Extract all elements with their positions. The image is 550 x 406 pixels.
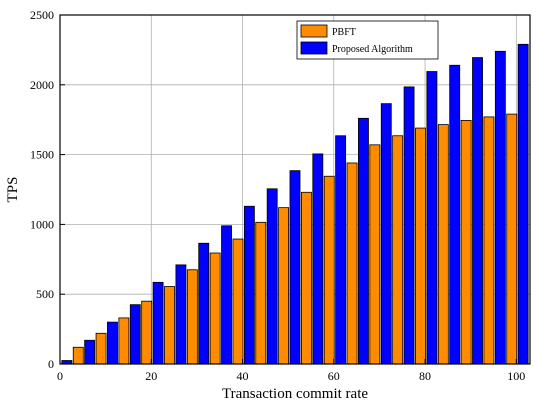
bar-proposed: [107, 321, 118, 365]
bar-pbft: [415, 127, 426, 365]
bar-pbft: [209, 252, 221, 365]
bar-pbft: [95, 332, 107, 365]
bar-proposed: [243, 205, 255, 365]
bar-pbft: [506, 113, 518, 365]
y-tick-label: 500: [36, 287, 54, 301]
legend-swatch: [300, 41, 328, 55]
x-tick-label: 20: [145, 369, 157, 383]
y-tick-label: 0: [48, 357, 54, 371]
bar-pbft: [164, 286, 175, 365]
legend: PBFT Proposed Algorithm: [296, 20, 439, 60]
bar-proposed: [380, 103, 392, 365]
bar-pbft: [300, 191, 312, 365]
x-tick-label: 80: [419, 369, 431, 383]
x-tick-label: 100: [507, 369, 525, 383]
bar-pbft: [483, 116, 495, 365]
bars: [61, 43, 529, 365]
bar-proposed: [129, 304, 141, 365]
bar-pbft: [186, 269, 198, 365]
legend-label: PBFT: [332, 27, 356, 38]
y-tick-label: 1500: [30, 148, 54, 162]
bar-proposed: [152, 281, 164, 365]
bar-proposed: [426, 71, 438, 365]
bar-proposed: [494, 50, 506, 365]
x-tick-label: 0: [57, 369, 63, 383]
plot-frame: [59, 14, 531, 365]
x-tick-label: 40: [237, 369, 249, 383]
bar-pbft: [369, 144, 381, 365]
bar-pbft: [437, 124, 449, 365]
bar-pbft: [460, 119, 472, 365]
bar-pbft: [118, 317, 130, 365]
y-tick-label: 1000: [30, 217, 54, 231]
bar-proposed: [358, 117, 369, 365]
bar-pbft: [232, 238, 244, 365]
legend-label: Proposed Algorithm: [332, 44, 413, 55]
bar-proposed: [517, 43, 529, 365]
bar-proposed: [335, 135, 347, 365]
bar-pbft: [72, 346, 84, 365]
legend-swatch: [300, 24, 328, 38]
y-axis-label: TPS: [5, 177, 21, 203]
bar-proposed: [84, 339, 96, 365]
y-tick-label: 2000: [30, 78, 54, 92]
bar-proposed: [449, 64, 461, 365]
bar-proposed: [312, 153, 324, 365]
bar-proposed: [198, 242, 210, 365]
y-tick-label: 2500: [30, 8, 54, 22]
bar-proposed: [221, 225, 232, 365]
bar-proposed: [175, 264, 187, 365]
bar-pbft: [323, 175, 335, 365]
bar-pbft: [346, 162, 358, 365]
x-axis-label: Transaction commit rate: [222, 386, 368, 402]
x-tick-label: 60: [328, 369, 340, 383]
bar-proposed: [289, 170, 301, 365]
bar-pbft: [278, 207, 290, 365]
bar-pbft: [392, 135, 404, 365]
bar-proposed: [266, 188, 278, 365]
bar-proposed: [403, 86, 415, 365]
bar-pbft: [255, 221, 267, 365]
bar-pbft: [141, 300, 153, 365]
bar-proposed: [472, 57, 483, 365]
